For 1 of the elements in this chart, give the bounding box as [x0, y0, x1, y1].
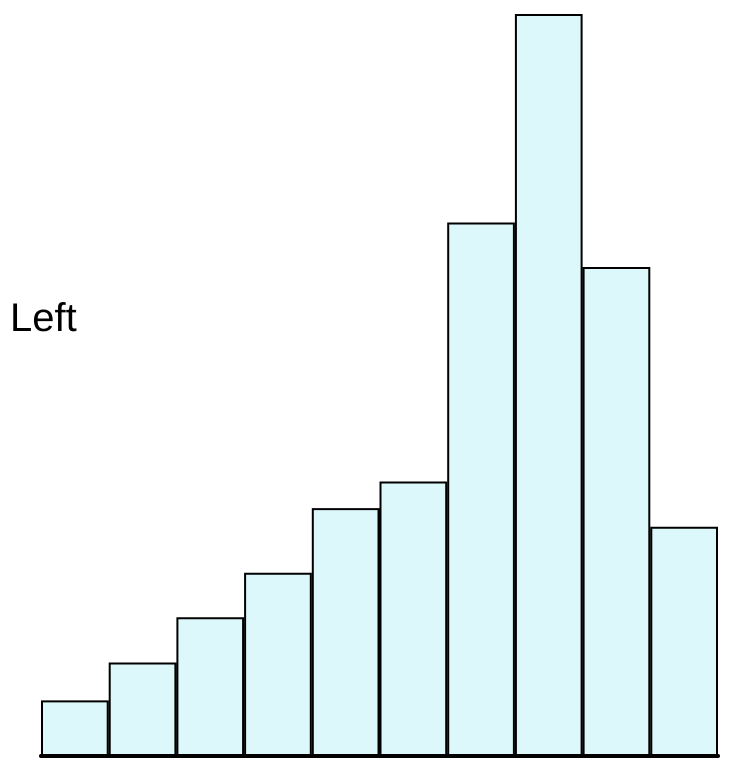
annotation: Left: [10, 296, 77, 340]
